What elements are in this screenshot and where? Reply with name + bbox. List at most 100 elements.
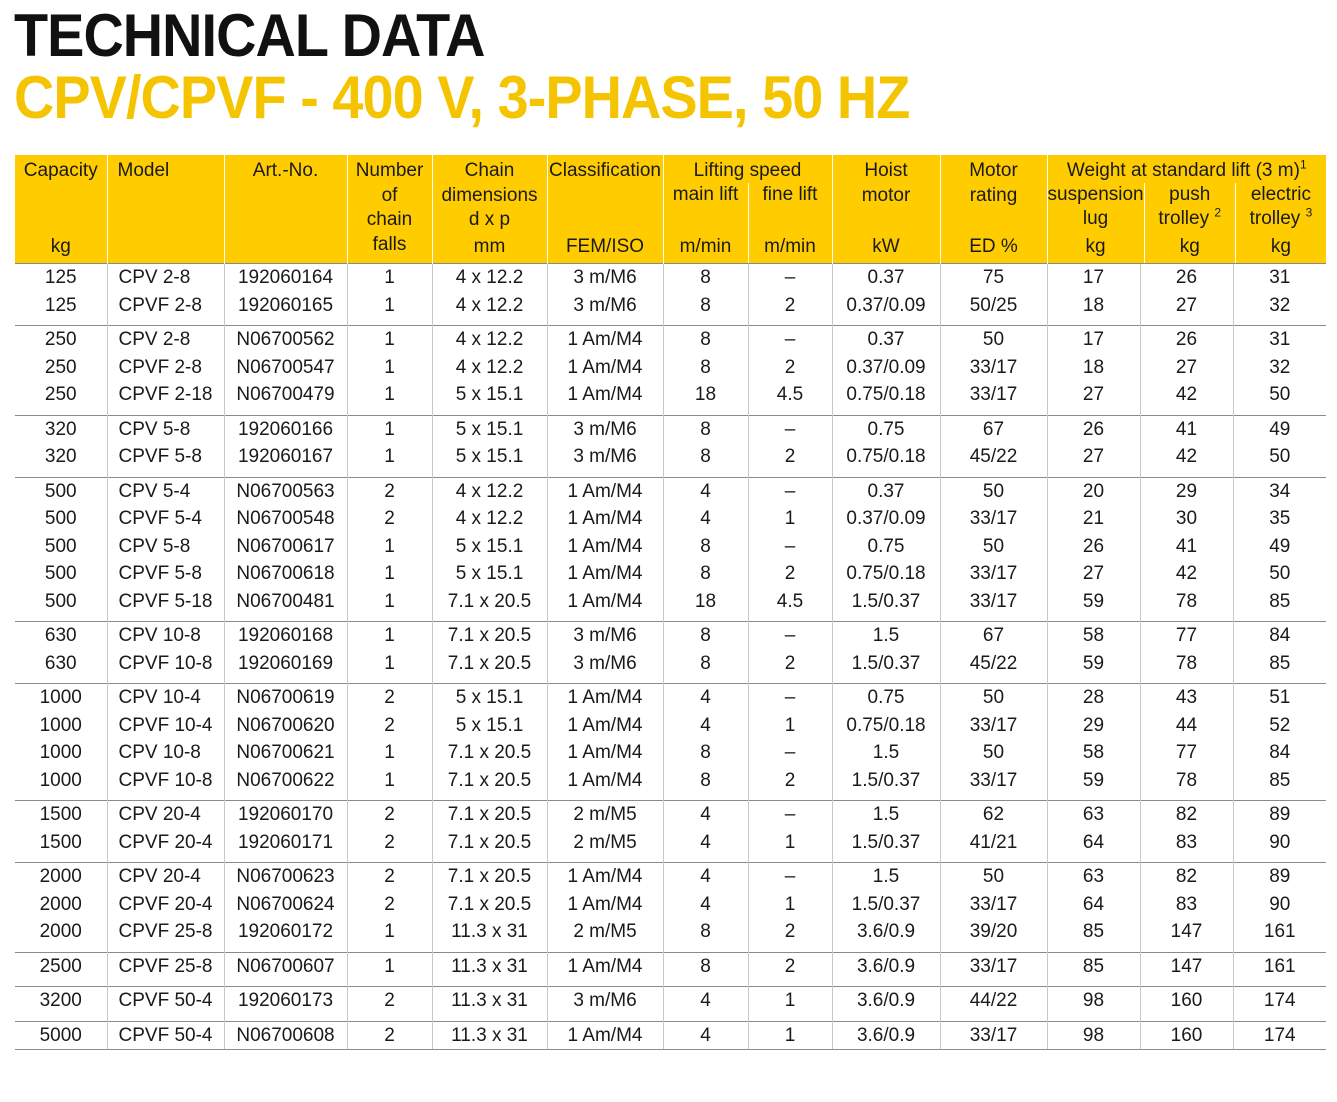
cell-main-lift: 4 — [662, 890, 748, 918]
cell-classification: 3 m/M6 — [546, 263, 663, 292]
cell-weight-electric: 85 — [1232, 587, 1327, 615]
cell-weight-electric: 49 — [1232, 532, 1327, 560]
cell-motor-rating: 33/17 — [939, 353, 1047, 381]
cell-weight-suspension: 27 — [1046, 381, 1140, 409]
separator-cell — [431, 794, 547, 801]
cell-capacity: 320 — [15, 414, 107, 443]
cell-fine-lift: 2 — [747, 560, 832, 588]
cell-weight-electric: 52 — [1232, 711, 1327, 739]
table-row: 125 CPV 2-8 192060164 1 4 x 12.2 3 m/M6 8–0.37… — [15, 263, 1327, 292]
cell-chain-dimensions: 7.1 x 20.5 — [431, 890, 547, 918]
cell-weight-push: 83 — [1139, 890, 1233, 918]
cell-classification: 1 Am/M4 — [546, 711, 663, 739]
cell-model: CPVF 10-4 — [106, 711, 224, 739]
separator-cell — [939, 856, 1047, 863]
cell-weight-suspension: 98 — [1046, 1020, 1140, 1050]
cell-main-lift: 8 — [662, 532, 748, 560]
separator-cell — [106, 1014, 224, 1021]
cell-motor-rating: 33/17 — [939, 711, 1047, 739]
cell-weight-push: 78 — [1139, 649, 1233, 677]
table-row: 500 CPVF 5-4 N06700548 2 4 x 12.2 1 Am/M4 4 1 0.… — [15, 505, 1327, 533]
separator-cell — [1232, 980, 1327, 987]
cell-weight-electric: 31 — [1232, 325, 1327, 354]
col-electric-label-1: electric — [1250, 184, 1312, 205]
cell-classification: 3 m/M6 — [546, 621, 663, 650]
cell-classification: 1 Am/M4 — [546, 381, 663, 409]
cell-fine-lift: – — [747, 621, 832, 650]
cell-capacity: 500 — [44, 590, 77, 612]
cell-weight-push: 147 — [1139, 918, 1233, 946]
separator-cell — [831, 945, 940, 952]
cell-capacity: 1000 — [39, 714, 82, 736]
cell-chain-falls: 1 — [346, 263, 432, 292]
cell-model: CPV 5-4 — [106, 476, 224, 505]
cell-weight-suspension: 59 — [1046, 649, 1140, 677]
separator-cell — [662, 408, 748, 415]
col-push-label-2: trolley 2 — [1145, 207, 1235, 231]
separator-cell — [747, 980, 832, 987]
cell-classification: 1 Am/M4 — [546, 476, 663, 505]
cell-weight-suspension: 18 — [1046, 353, 1140, 381]
group-separator — [15, 615, 1327, 622]
cell-weight-suspension: 64 — [1046, 890, 1140, 918]
cell-model: CPVF 20-4 — [106, 828, 224, 856]
cell-weight-electric: 90 — [1232, 890, 1327, 918]
separator-cell — [1139, 980, 1233, 987]
cell-fine-lift: 1 — [747, 986, 832, 1015]
cell-main-lift: 8 — [662, 739, 748, 767]
separator-cell — [831, 319, 940, 326]
col-art-no: Art.-No. — [223, 155, 347, 264]
cell-weight-suspension: 59 — [1046, 766, 1140, 794]
separator-cell — [106, 408, 224, 415]
cell-chain-dimensions: 7.1 x 20.5 — [431, 766, 547, 794]
separator-cell — [662, 615, 748, 622]
separator-cell — [831, 615, 940, 622]
cell-main-lift: 4 — [662, 476, 748, 505]
separator-cell — [939, 794, 1047, 801]
cell-capacity: 1000 — [39, 742, 82, 763]
cell-capacity: 2500 — [15, 951, 107, 980]
cell-fine-lift: 2 — [747, 291, 832, 319]
separator-cell — [346, 615, 432, 622]
cell-capacity: 630 — [15, 621, 107, 650]
cell-model: CPVF 5-8 — [106, 443, 224, 471]
cell-weight-suspension: 27 — [1046, 560, 1140, 588]
cell-main-lift: 4 — [662, 862, 748, 891]
col-chain-dimensions: Chain dimensions d x p mm — [431, 155, 547, 264]
cell-capacity: 5000 — [15, 1020, 107, 1050]
cell-main-lift: 18 — [662, 587, 748, 615]
col-group-weight: Weight at standard lift (3 m)1 suspensio… — [1046, 155, 1327, 264]
cell-motor-rating: 33/17 — [939, 381, 1047, 409]
cell-weight-suspension: 27 — [1046, 443, 1140, 471]
cell-weight-electric: 84 — [1232, 621, 1327, 650]
cell-fine-lift: – — [747, 532, 832, 560]
cell-art-no: 192060173 — [223, 986, 347, 1015]
cell-weight-suspension: 18 — [1046, 291, 1140, 319]
cell-art-no: N06700479 — [223, 381, 347, 409]
cell-motor-rating: 33/17 — [939, 505, 1047, 533]
cell-fine-lift: 1 — [747, 711, 832, 739]
separator-cell — [346, 319, 432, 326]
cell-motor-rating: 33/17 — [939, 1020, 1047, 1050]
weight-label: Weight at standard lift (3 m)1 — [1048, 155, 1327, 183]
cell-chain-falls: 1 — [346, 414, 432, 443]
cell-hoist-motor: 0.75/0.18 — [831, 381, 940, 409]
cell-art-no: 192060170 — [223, 800, 347, 829]
cell-main-lift: 8 — [662, 263, 748, 292]
cell-weight-electric: 85 — [1232, 766, 1327, 794]
group-separator — [15, 856, 1327, 863]
cell-hoist-motor: 0.37/0.09 — [831, 505, 940, 533]
cell-weight-electric: 89 — [1232, 862, 1327, 891]
cell-classification: 2 m/M5 — [546, 918, 663, 946]
cell-chain-falls: 2 — [346, 683, 432, 712]
cell-model: CPVF 50-4 — [106, 986, 224, 1015]
group-separator — [15, 794, 1327, 801]
separator-cell — [431, 856, 547, 863]
cell-art-no: N06700617 — [223, 532, 347, 560]
cell-motor-rating: 50 — [939, 325, 1047, 354]
cell-chain-dimensions: 5 x 15.1 — [431, 560, 547, 588]
separator-cell — [1232, 794, 1327, 801]
cell-art-no: N06700481 — [223, 587, 347, 615]
cell-weight-electric: 174 — [1232, 1020, 1327, 1050]
cell-art-no: 192060167 — [223, 443, 347, 471]
